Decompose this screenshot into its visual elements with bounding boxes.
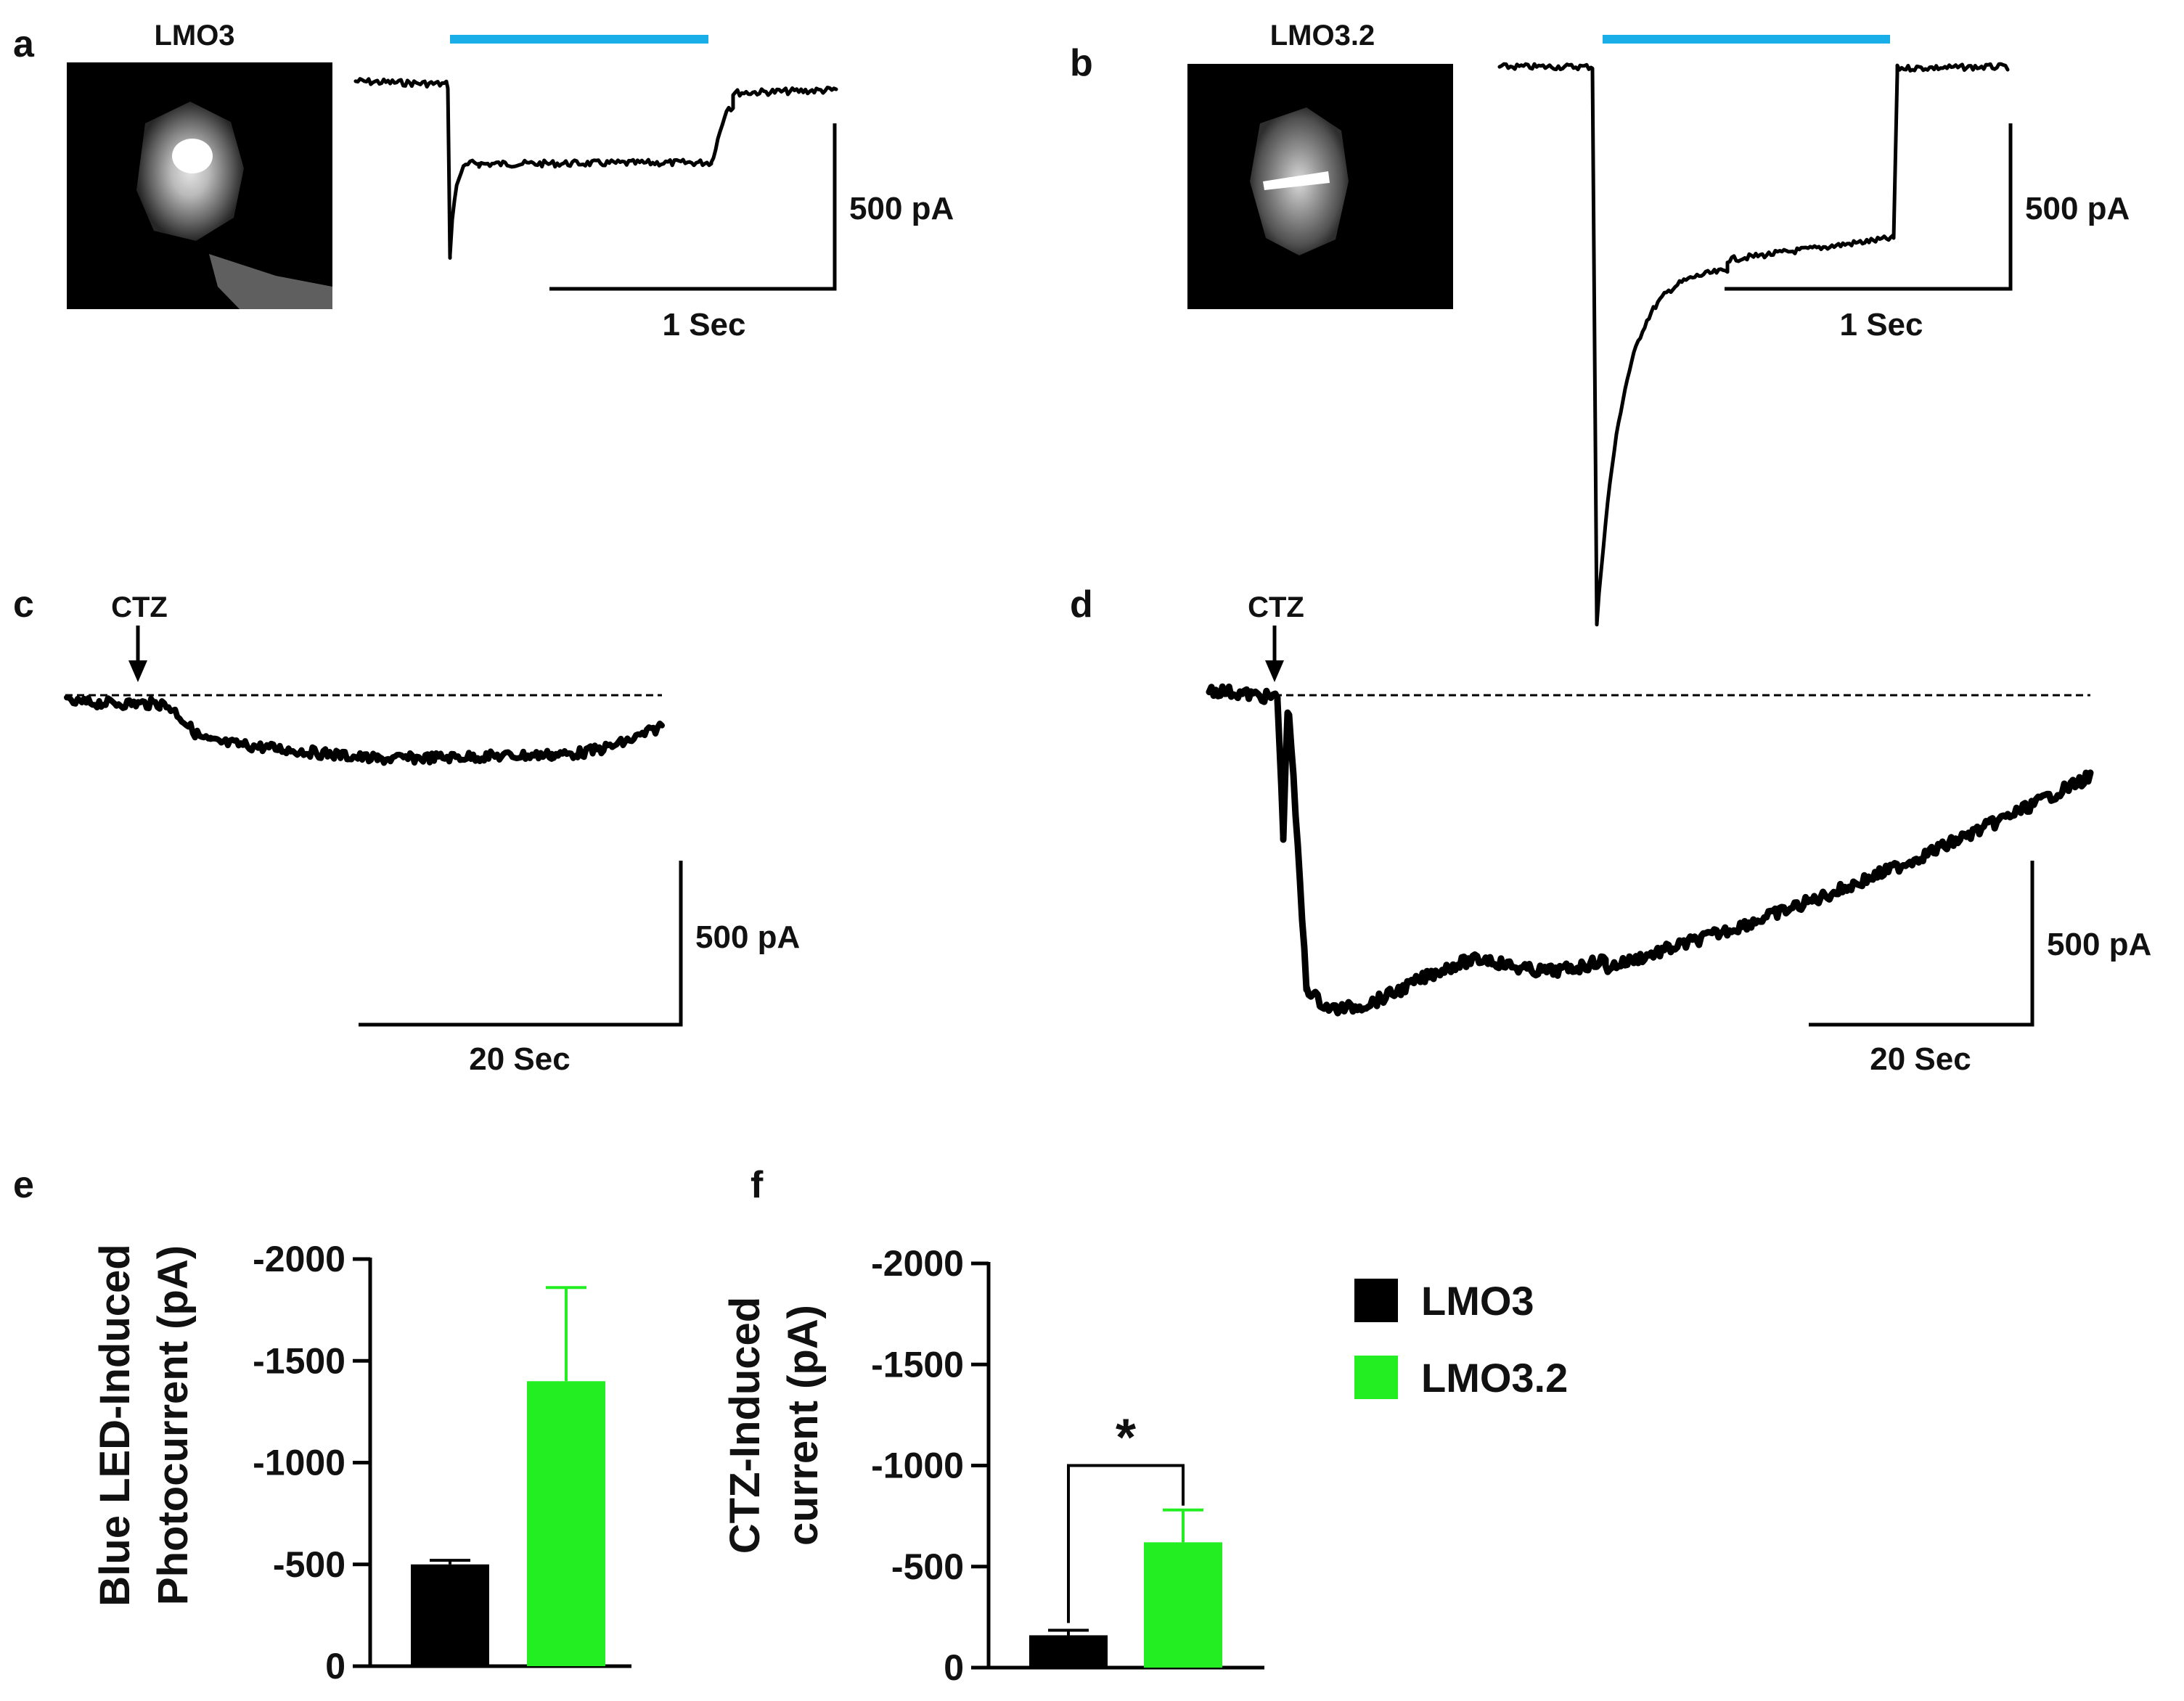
panel-b-scale-x-label: 1 Sec — [1840, 307, 1923, 343]
panel-d-trace — [1206, 683, 2094, 1017]
panel-c-letter: c — [13, 583, 34, 626]
panel-c-ctz-label: CTZ — [111, 591, 168, 623]
panel-b-scale-y-label: 500 pA — [2025, 191, 2130, 226]
panel-c-scale-x-label: 20 Sec — [469, 1041, 570, 1077]
cell-bright-band — [1263, 171, 1330, 190]
panel-f-ylabel-line2: current (pA) — [780, 1305, 827, 1546]
panel-f: f CTZ-Induced current (pA) 0 -500 -1000 -15… — [721, 1164, 1264, 1688]
panel-a-letter: a — [13, 23, 35, 65]
panel-b-trace — [1497, 62, 2010, 627]
panel-a-scale-x-label: 1 Sec — [663, 307, 746, 343]
y-tick-label: -2000 — [253, 1239, 345, 1279]
y-tick-label: -1500 — [871, 1344, 964, 1385]
panel-f-letter: f — [751, 1164, 764, 1206]
panel-a: a LMO3 500 pA 1 Sec — [13, 20, 954, 343]
panel-c-scale-y-label: 500 pA — [695, 919, 800, 955]
panel-e-ylabel-line1: Blue LED-Induced — [91, 1244, 139, 1606]
panel-b-micrograph — [1187, 64, 1453, 309]
y-tick-label: -2000 — [871, 1243, 964, 1284]
y-tick-label: -1000 — [871, 1446, 964, 1486]
panel-a-micrograph — [67, 62, 332, 309]
panel-a-cell-label: LMO3 — [154, 20, 234, 52]
legend-label-lmo32: LMO3.2 — [1421, 1355, 1568, 1401]
y-tick-label: 0 — [325, 1646, 345, 1686]
panel-d: d CTZ 500 pA 20 Sec — [1070, 583, 2151, 1077]
panel-d-letter: d — [1070, 583, 1093, 626]
panel-f-bar-chart: 0 -500 -1000 -1500 -2000 * — [871, 1243, 1264, 1688]
panel-a-trace — [353, 77, 838, 260]
legend-swatch-lmo32 — [1354, 1356, 1398, 1399]
panel-b-cell-label: LMO3.2 — [1270, 20, 1375, 52]
y-tick-label: -1000 — [253, 1443, 345, 1483]
y-tick-label: -1500 — [253, 1340, 345, 1381]
panel-c: c CTZ 500 pA 20 Sec — [13, 583, 800, 1077]
panel-b-letter: b — [1070, 42, 1093, 84]
panel-e-bar-chart: 0 -500 -1000 -1500 -2000 — [253, 1239, 631, 1686]
panel-b-scale-bar — [1725, 123, 2013, 291]
y-tick-label: -500 — [891, 1546, 964, 1587]
panel-b: b LMO3.2 500 pA 1 Sec — [1070, 20, 2130, 627]
legend-swatch-lmo3 — [1354, 1279, 1398, 1322]
panel-d-scale-bar — [1809, 861, 2034, 1027]
panel-e: e Blue LED-Induced Photocurrent (pA) 0 -5… — [13, 1164, 631, 1686]
panel-e-letter: e — [13, 1164, 34, 1206]
y-tick-label: 0 — [944, 1647, 964, 1688]
panel-a-scale-bar — [549, 123, 837, 291]
bar-lmo3 — [411, 1564, 489, 1666]
bar-lmo3 — [1029, 1635, 1108, 1668]
cell-nucleus — [172, 139, 213, 173]
significance-star: * — [1116, 1409, 1136, 1467]
panel-d-ctz-label: CTZ — [1248, 591, 1304, 623]
panel-c-trace — [64, 694, 665, 766]
panel-c-scale-bar — [359, 861, 683, 1027]
panel-f-ylabel-line1: CTZ-Induced — [721, 1297, 769, 1554]
panel-c-ctz-arrow-icon — [128, 626, 147, 682]
significance-bracket — [1067, 1464, 1185, 1623]
panel-d-scale-x-label: 20 Sec — [1870, 1041, 1971, 1077]
bar-lmo32 — [1144, 1542, 1222, 1668]
bar-lmo32 — [527, 1381, 605, 1666]
panel-d-ctz-arrow-icon — [1265, 626, 1284, 682]
y-tick-label: -500 — [273, 1544, 345, 1585]
legend: LMO3 LMO3.2 — [1354, 1278, 1568, 1401]
legend-label-lmo3: LMO3 — [1421, 1278, 1534, 1324]
panel-a-scale-y-label: 500 pA — [849, 191, 954, 226]
panel-a-light-bar — [450, 35, 708, 44]
panel-b-light-bar — [1603, 35, 1890, 44]
neighbor-cell — [209, 254, 332, 309]
panel-e-ylabel-line2: Photocurrent (pA) — [150, 1245, 197, 1605]
panel-d-scale-y-label: 500 pA — [2047, 927, 2151, 962]
